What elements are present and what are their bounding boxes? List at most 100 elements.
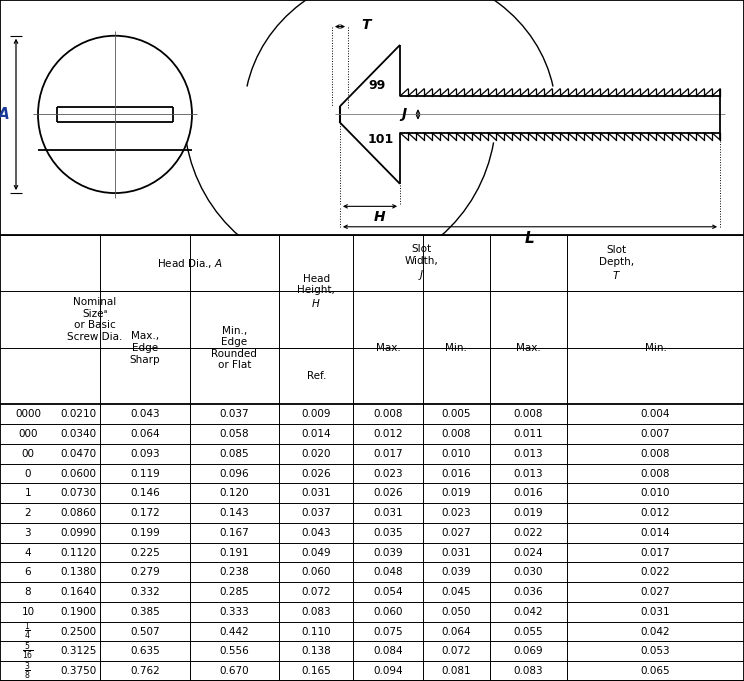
Text: 0.072: 0.072 [441, 646, 471, 656]
Text: H: H [374, 210, 386, 223]
Text: 0.027: 0.027 [441, 528, 471, 538]
Text: 0.050: 0.050 [441, 607, 471, 617]
Text: 0.019: 0.019 [513, 508, 543, 518]
Text: 0.064: 0.064 [130, 429, 160, 439]
Text: 0.009: 0.009 [301, 409, 331, 419]
Text: 0.084: 0.084 [373, 646, 403, 656]
Text: 0.072: 0.072 [301, 587, 331, 597]
Text: 0.635: 0.635 [130, 646, 160, 656]
Text: 0.165: 0.165 [301, 666, 331, 676]
Text: 0.016: 0.016 [441, 469, 471, 479]
Text: 0.138: 0.138 [301, 646, 331, 656]
Text: 0.507: 0.507 [130, 627, 160, 637]
Text: $\mathregular{\frac{3}{8}}$: $\mathregular{\frac{3}{8}}$ [25, 661, 31, 681]
Text: 0.083: 0.083 [301, 607, 331, 617]
Text: 0.048: 0.048 [373, 567, 403, 577]
Text: 0.012: 0.012 [641, 508, 670, 518]
Text: 0.014: 0.014 [301, 429, 331, 439]
Text: 0.065: 0.065 [641, 666, 670, 676]
Text: 0.238: 0.238 [219, 567, 249, 577]
Text: 0.094: 0.094 [373, 666, 403, 676]
Text: 0.1640: 0.1640 [60, 587, 96, 597]
Text: Min.: Min. [644, 343, 667, 353]
Text: 0.0210: 0.0210 [60, 409, 96, 419]
Text: Head Dia., $A$: Head Dia., $A$ [157, 257, 222, 270]
Text: 0.031: 0.031 [641, 607, 670, 617]
Text: 0.1900: 0.1900 [60, 607, 96, 617]
Text: 0.199: 0.199 [130, 528, 160, 538]
Text: 101: 101 [368, 133, 394, 146]
Text: 0.055: 0.055 [513, 627, 543, 637]
Text: 0.039: 0.039 [373, 548, 403, 558]
Text: 0000: 0000 [15, 409, 41, 419]
Text: 4: 4 [25, 548, 31, 558]
Text: 0.042: 0.042 [513, 607, 543, 617]
Text: 0.008: 0.008 [441, 429, 471, 439]
Text: 0.022: 0.022 [641, 567, 670, 577]
Text: 0.027: 0.027 [641, 587, 670, 597]
Text: Max.: Max. [376, 343, 400, 353]
Text: 0.3125: 0.3125 [60, 646, 96, 656]
Text: J: J [402, 108, 406, 121]
Text: 0.012: 0.012 [373, 429, 403, 439]
Text: 00: 00 [22, 449, 34, 459]
Text: Slot
Depth,
$T$: Slot Depth, $T$ [599, 245, 635, 281]
Text: 0.008: 0.008 [373, 409, 403, 419]
Text: 8: 8 [25, 587, 31, 597]
Text: Ref.: Ref. [307, 371, 326, 381]
Text: 0.013: 0.013 [513, 449, 543, 459]
Text: 0.031: 0.031 [441, 548, 471, 558]
Text: 0.085: 0.085 [219, 449, 249, 459]
Text: 0.035: 0.035 [373, 528, 403, 538]
Text: Slot
Width,
$J$: Slot Width, $J$ [405, 244, 438, 282]
Text: 0: 0 [25, 469, 31, 479]
Text: Head
Height,
$H$: Head Height, $H$ [298, 274, 335, 309]
Text: 0.285: 0.285 [219, 587, 249, 597]
Text: 99: 99 [368, 79, 385, 93]
Text: Max.: Max. [516, 343, 541, 353]
Text: 0.005: 0.005 [441, 409, 471, 419]
Text: 0.167: 0.167 [219, 528, 249, 538]
Text: 0.045: 0.045 [441, 587, 471, 597]
Text: 1: 1 [25, 488, 31, 498]
Text: 0.036: 0.036 [513, 587, 543, 597]
Text: 0.014: 0.014 [641, 528, 670, 538]
Text: 0.031: 0.031 [373, 508, 403, 518]
Text: 0.020: 0.020 [301, 449, 331, 459]
Text: 0.023: 0.023 [441, 508, 471, 518]
Text: 0.026: 0.026 [373, 488, 403, 498]
Text: 0.146: 0.146 [130, 488, 160, 498]
Text: 0.120: 0.120 [219, 488, 249, 498]
Text: L: L [525, 230, 535, 246]
Text: 0.053: 0.053 [641, 646, 670, 656]
Text: 0.279: 0.279 [130, 567, 160, 577]
Text: 0.0730: 0.0730 [60, 488, 96, 498]
Text: 0.037: 0.037 [219, 409, 249, 419]
Text: 0.026: 0.026 [301, 469, 331, 479]
Text: 0.022: 0.022 [513, 528, 543, 538]
Text: 3: 3 [25, 528, 31, 538]
Text: 0.225: 0.225 [130, 548, 160, 558]
Text: 0.010: 0.010 [441, 449, 471, 459]
Text: A: A [0, 107, 10, 122]
Text: 0.054: 0.054 [373, 587, 403, 597]
Text: 0.3750: 0.3750 [60, 666, 96, 676]
Text: 0.093: 0.093 [130, 449, 160, 459]
Text: 0.0470: 0.0470 [60, 449, 96, 459]
Text: 0.060: 0.060 [301, 567, 331, 577]
Text: Min.: Min. [445, 343, 467, 353]
Text: 0.332: 0.332 [130, 587, 160, 597]
Text: 0.008: 0.008 [641, 469, 670, 479]
Text: 0.017: 0.017 [373, 449, 403, 459]
Text: 0.556: 0.556 [219, 646, 249, 656]
Text: 0.119: 0.119 [130, 469, 160, 479]
Text: 0.2500: 0.2500 [60, 627, 96, 637]
Text: 0.172: 0.172 [130, 508, 160, 518]
Text: 0.019: 0.019 [441, 488, 471, 498]
Text: 2: 2 [25, 508, 31, 518]
Text: 0.010: 0.010 [641, 488, 670, 498]
Text: 0.0600: 0.0600 [60, 469, 96, 479]
Text: 0.008: 0.008 [513, 409, 543, 419]
Text: 0.058: 0.058 [219, 429, 249, 439]
Text: 0.096: 0.096 [219, 469, 249, 479]
